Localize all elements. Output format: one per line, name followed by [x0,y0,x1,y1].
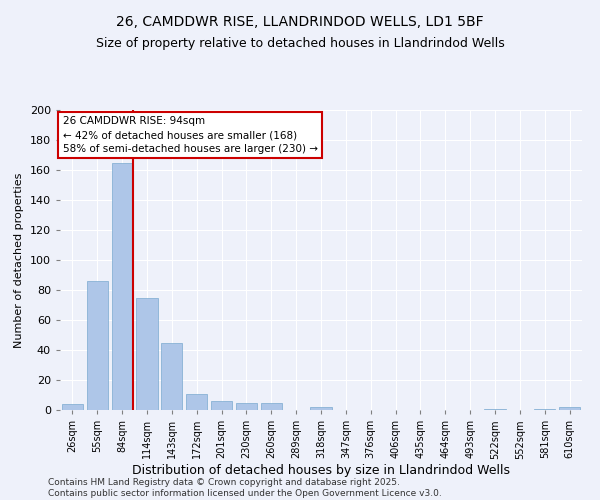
Text: 26, CAMDDWR RISE, LLANDRINDOD WELLS, LD1 5BF: 26, CAMDDWR RISE, LLANDRINDOD WELLS, LD1… [116,15,484,29]
Bar [236,402,257,410]
Bar [559,407,580,410]
Y-axis label: Number of detached properties: Number of detached properties [14,172,24,348]
Text: Size of property relative to detached houses in Llandrindod Wells: Size of property relative to detached ho… [95,38,505,51]
Bar [112,162,133,410]
Bar [310,407,332,410]
Bar [261,402,282,410]
X-axis label: Distribution of detached houses by size in Llandrindod Wells: Distribution of detached houses by size … [132,464,510,477]
Bar [211,401,232,410]
Bar [62,404,83,410]
Text: Contains HM Land Registry data © Crown copyright and database right 2025.
Contai: Contains HM Land Registry data © Crown c… [48,478,442,498]
Bar [161,342,182,410]
Text: 26 CAMDDWR RISE: 94sqm
← 42% of detached houses are smaller (168)
58% of semi-de: 26 CAMDDWR RISE: 94sqm ← 42% of detached… [62,116,317,154]
Bar [484,408,506,410]
Bar [186,394,207,410]
Bar [534,408,555,410]
Bar [87,281,108,410]
Bar [136,298,158,410]
